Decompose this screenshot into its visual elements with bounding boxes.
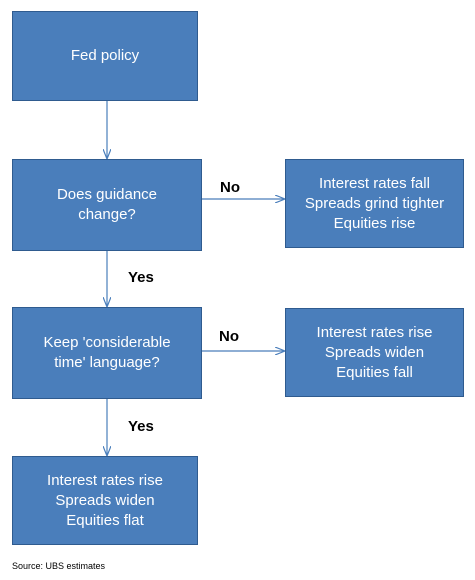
source-note: Source: UBS estimates: [12, 561, 106, 571]
node-outcome-drop-language-line: Equities fall: [336, 363, 413, 381]
node-outcome-drop-language: Interest rates rise Spreads widen Equiti…: [285, 308, 464, 397]
edge-label-yes-1: Yes: [128, 269, 154, 286]
node-outcome-keep-language-line: Equities flat: [66, 511, 144, 529]
node-outcome-keep-language-line: Spreads widen: [55, 491, 155, 509]
node-outcome-no-change-line: Spreads grind tighter: [304, 194, 445, 212]
node-outcome-drop-language-line: Spreads widen: [324, 343, 425, 361]
node-fed-policy-line: Fed policy: [70, 47, 140, 64]
node-outcome-no-change-line: Equities rise: [333, 214, 416, 232]
node-outcome-keep-language-line: Interest rates rise: [47, 471, 163, 489]
node-keep-language-line: time' language?: [54, 354, 160, 371]
node-outcome-keep-language: Interest rates rise Spreads widen Equiti…: [12, 456, 198, 545]
edge-label-yes-2: Yes: [128, 418, 154, 435]
node-keep-language: Keep 'considerable time' language?: [12, 307, 202, 399]
node-keep-language-line: Keep 'considerable: [43, 334, 171, 351]
edge-label-no-1: No: [220, 179, 240, 196]
node-guidance-change: Does guidance change?: [12, 159, 202, 251]
node-outcome-no-change: Interest rates fall Spreads grind tighte…: [285, 159, 464, 248]
node-guidance-change-line: change?: [78, 206, 136, 223]
node-outcome-no-change-line: Interest rates fall: [319, 174, 430, 192]
node-outcome-drop-language-line: Interest rates rise: [316, 323, 433, 341]
edge-label-no-2: No: [219, 328, 239, 345]
node-guidance-change-line: Does guidance: [56, 186, 158, 203]
node-fed-policy: Fed policy: [12, 11, 198, 101]
